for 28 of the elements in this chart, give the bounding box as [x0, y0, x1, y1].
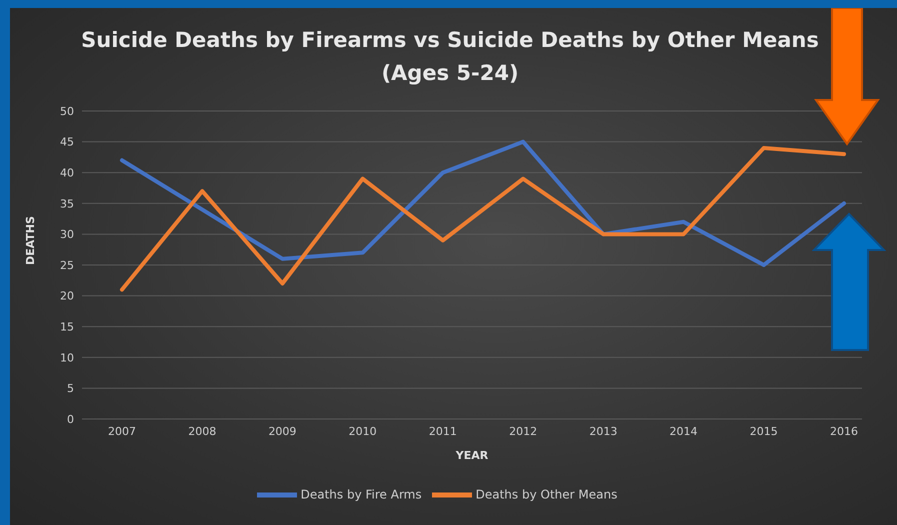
chart-title: Suicide Deaths by Firearms vs Suicide Deaths by Other Means (Ages 5-24)	[80, 27, 820, 87]
line-series	[120, 140, 846, 267]
legend-label: Deaths by Fire Arms	[300, 487, 422, 502]
y-axis-title: DEATHS	[24, 216, 37, 265]
x-tick-label: 2007	[108, 424, 136, 438]
legend-label: Deaths by Other Means	[476, 487, 618, 502]
y-tick-label: 30	[60, 228, 74, 242]
y-tick-label: 10	[60, 351, 74, 364]
x-tick-label: 2012	[509, 424, 538, 438]
x-axis-title: YEAR	[454, 449, 489, 462]
y-tick-label: 25	[60, 258, 74, 272]
x-tick-label: 2016	[830, 424, 858, 438]
y-tick-label: 40	[60, 166, 74, 180]
x-tick-label: 2014	[670, 424, 698, 438]
y-tick-label: 5	[67, 382, 74, 396]
y-tick-label: 15	[60, 320, 74, 334]
line-series	[120, 146, 846, 292]
x-tick-label: 2008	[188, 424, 216, 438]
x-tick-label: 2010	[348, 424, 377, 438]
y-tick-label: 50	[60, 104, 74, 118]
y-tick-label: 45	[60, 136, 74, 149]
x-tick-label: 2013	[589, 424, 618, 438]
x-tick-label: 2015	[750, 424, 778, 438]
y-tick-label: 0	[67, 412, 74, 426]
x-tick-label: 2011	[428, 424, 457, 438]
y-tick-label: 20	[60, 290, 74, 303]
x-tick-label: 2009	[268, 424, 296, 438]
y-tick-label: 35	[60, 197, 74, 210]
